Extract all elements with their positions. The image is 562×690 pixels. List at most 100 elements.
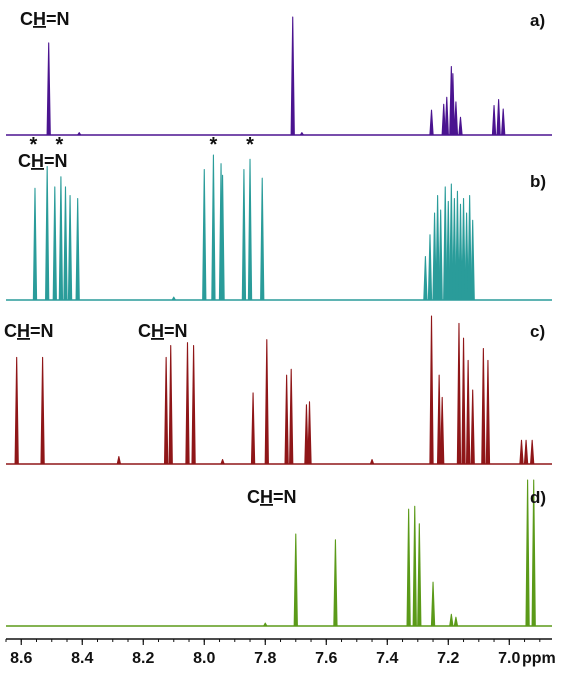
spectrum-peak — [304, 404, 309, 465]
spectrum-peak — [406, 508, 411, 627]
spectrum-peak — [530, 439, 535, 465]
spectrum-peak — [519, 439, 524, 465]
spectrum-4 — [6, 479, 552, 627]
spectrum-peak — [220, 459, 225, 465]
spectrum-peak — [250, 392, 256, 465]
spectrum-peak — [211, 154, 216, 301]
spectrum-peak — [501, 108, 506, 136]
impurity-marker: * — [210, 134, 218, 156]
spectrum-peak — [423, 255, 428, 301]
spectrum-peak — [444, 96, 449, 136]
spectrum-peak — [63, 186, 68, 301]
spectrum-peak — [491, 104, 497, 136]
spectrum-peak — [441, 103, 446, 136]
spectrum-peak — [461, 197, 466, 301]
panel-label: d) — [530, 488, 546, 507]
spectrum-peak — [496, 99, 501, 136]
spectrum-peak — [464, 212, 469, 301]
spectrum-peak — [32, 187, 38, 301]
spectrum-peak — [168, 345, 173, 465]
spectrum-peak — [116, 456, 121, 465]
spectrum-peak — [438, 209, 443, 301]
spectrum-peak — [467, 195, 472, 301]
spectrum-peak — [465, 359, 471, 465]
spectrum-peak — [191, 345, 196, 465]
spectrum-peak — [289, 368, 294, 465]
spectrum-peak — [241, 168, 247, 301]
spectrum-peak — [290, 16, 295, 136]
spectra-layer — [6, 16, 552, 627]
x-axis: 8.6 8.4 8.2 8.0 7.8 7.6 7.4 7.2 7.0 ppm — [5, 638, 556, 667]
spectrum-peak — [523, 439, 529, 465]
spectrum-peak — [458, 116, 463, 136]
x-tick-label: 8.4 — [71, 650, 93, 667]
spectrum-peak — [470, 389, 475, 465]
imine-annotation: CH=N — [4, 321, 54, 341]
spectrum-peak — [453, 616, 459, 627]
x-tick-label: 8.0 — [193, 650, 215, 667]
spectrum-peak — [293, 533, 298, 627]
spectrum-peak — [435, 195, 440, 301]
spectrum-peak — [458, 203, 463, 301]
spectrum-peak — [449, 613, 454, 627]
spectrum-peak — [443, 186, 448, 301]
spectrum-peak — [202, 168, 207, 301]
spectrum-peak — [429, 315, 434, 465]
spectrum-peak — [67, 195, 73, 301]
spectrum-peak — [260, 177, 265, 301]
x-tick-label: 7.4 — [376, 650, 398, 667]
spectrum-peak — [525, 479, 530, 627]
x-tick-label: 7.0 — [498, 650, 520, 667]
spectrum-peak — [46, 42, 51, 136]
spectrum-2 — [6, 154, 552, 301]
spectrum-peak — [40, 356, 45, 465]
spectrum-peak — [75, 197, 80, 301]
spectrum-peak — [453, 101, 459, 136]
spectrum-peak — [307, 401, 312, 465]
x-tick-label: 7.2 — [437, 650, 459, 667]
impurity-marker: * — [246, 134, 254, 156]
x-tick-label: 7.8 — [254, 650, 276, 667]
spectrum-peak — [163, 356, 169, 465]
spectrum-peak — [263, 622, 268, 627]
spectrum-peak — [531, 479, 536, 627]
spectrum-peak — [440, 396, 445, 465]
spectrum-peak — [284, 374, 289, 465]
spectrum-peak — [185, 342, 190, 465]
spectrum-peak — [450, 73, 456, 136]
impurity-marker: * — [55, 134, 63, 156]
imine-annotation: CH=N — [138, 321, 188, 341]
panel-label: c) — [530, 322, 545, 341]
spectrum-peak — [452, 197, 457, 301]
spectrum-3 — [6, 315, 552, 465]
spectrum-peak — [77, 132, 82, 136]
spectrum-peak — [427, 234, 433, 301]
spectrum-peak — [52, 186, 57, 301]
spectrum-peak — [58, 176, 64, 301]
panel-label: a) — [530, 11, 545, 30]
x-tick-label: 8.6 — [10, 650, 32, 667]
spectrum-peak — [171, 296, 176, 301]
spectrum-peak — [455, 190, 460, 301]
imine-annotation: CH=N — [20, 9, 70, 29]
spectrum-1 — [6, 16, 552, 136]
spectrum-peak — [220, 174, 225, 301]
spectrum-peak — [45, 166, 50, 301]
spectrum-peak — [481, 348, 486, 465]
x-tick-label: 7.6 — [315, 650, 337, 667]
impurity-marker: * — [30, 134, 38, 156]
spectrum-peak — [461, 337, 466, 465]
annotation-layer: a)CH=Nb)CH=N* * * *c)CH=N CH=Nd)CH=N — [4, 9, 546, 507]
spectrum-peak — [449, 183, 454, 301]
imine-annotation: CH=N — [18, 151, 68, 171]
spectrum-peak — [369, 459, 375, 465]
spectrum-peak — [436, 374, 442, 465]
spectrum-peak — [417, 523, 422, 627]
spectrum-peak — [470, 219, 475, 301]
spectrum-peak — [14, 356, 19, 465]
spectrum-peak — [456, 322, 462, 465]
imine-annotation: CH=N — [247, 487, 297, 507]
spectrum-peak — [429, 109, 434, 136]
